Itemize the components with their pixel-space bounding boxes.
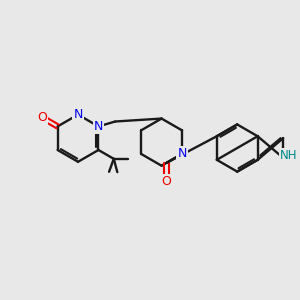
Text: N: N (94, 120, 103, 133)
Text: O: O (162, 175, 172, 188)
Text: O: O (38, 111, 47, 124)
Text: N: N (177, 147, 187, 161)
Text: NH: NH (280, 149, 298, 162)
Text: N: N (73, 108, 83, 121)
